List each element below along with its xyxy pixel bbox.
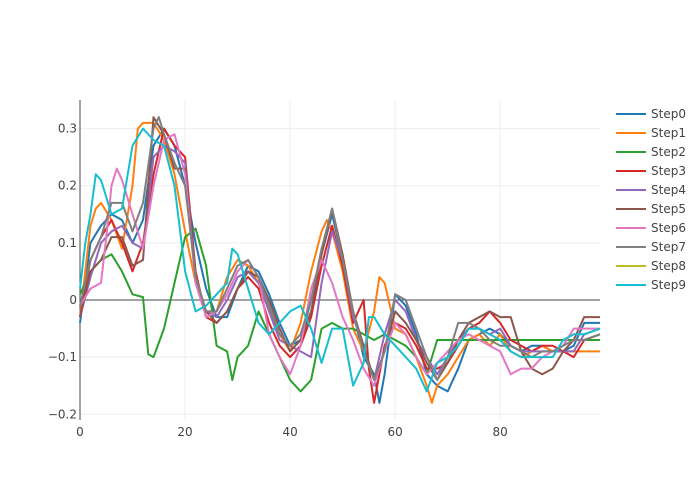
y-tick-label: 0 [69, 293, 77, 307]
legend-label: Step2 [651, 145, 686, 159]
series-line-step4 [79, 144, 601, 381]
legend-item-step5[interactable]: Step5 [616, 202, 686, 216]
x-tick-label: 40 [282, 425, 297, 439]
legend-item-step4[interactable]: Step4 [616, 183, 686, 197]
x-tick-label: 20 [177, 425, 192, 439]
legend: Step0 Step1 Step2 Step3 Step4 Step5 Step6 Step7… [616, 107, 686, 292]
series-line-step2 [79, 227, 600, 393]
legend-label: Step8 [651, 259, 686, 273]
legend-item-step6[interactable]: Step6 [616, 221, 686, 235]
x-tick-label: 80 [493, 425, 508, 439]
legend-item-step1[interactable]: Step1 [616, 126, 686, 140]
legend-label: Step0 [651, 107, 686, 121]
series-line-step7 [79, 116, 601, 381]
series-line-step3 [79, 127, 601, 404]
grid [80, 100, 600, 420]
legend-label: Step3 [651, 164, 686, 178]
legend-label: Step7 [651, 240, 686, 254]
legend-label: Step4 [651, 183, 686, 197]
legend-item-step2[interactable]: Step2 [616, 145, 686, 159]
axes: 0 20 40 60 80 −0.2 −0.1 0 0.1 0.2 0.3 [48, 100, 600, 439]
legend-label: Step6 [651, 221, 686, 235]
legend-item-step3[interactable]: Step3 [616, 164, 686, 178]
x-tick-label: 60 [388, 425, 403, 439]
series-lines [79, 116, 601, 404]
legend-label: Step5 [651, 202, 686, 216]
legend-label: Step9 [651, 278, 686, 292]
y-tick-label: −0.2 [48, 407, 77, 421]
y-tick-label: 0.1 [58, 236, 77, 250]
y-tick-label: 0.2 [58, 179, 77, 193]
series-line-step9 [79, 127, 601, 393]
legend-item-step0[interactable]: Step0 [616, 107, 686, 121]
series-line-step6 [79, 133, 600, 387]
legend-item-step7[interactable]: Step7 [616, 240, 686, 254]
y-tick-label: −0.1 [48, 350, 77, 364]
legend-item-step8[interactable]: Step8 [616, 259, 686, 273]
y-tick-label: 0.3 [58, 122, 77, 136]
legend-item-step9[interactable]: Step9 [616, 278, 686, 292]
x-tick-label: 0 [76, 425, 84, 439]
legend-label: Step1 [651, 126, 686, 140]
